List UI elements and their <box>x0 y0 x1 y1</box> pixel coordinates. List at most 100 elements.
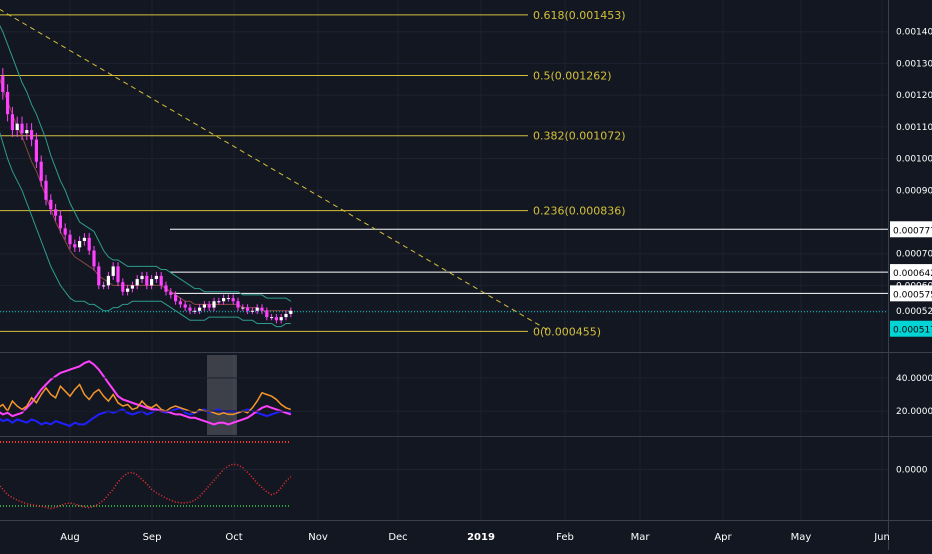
adx-axis-tick: 20.0000 <box>896 407 932 417</box>
candle-body <box>87 237 91 251</box>
candle-body <box>178 301 182 305</box>
candle-body <box>97 266 101 286</box>
candle-body <box>217 301 221 303</box>
candle-body <box>289 310 293 314</box>
candle-body <box>111 266 115 276</box>
candle-body <box>159 275 163 286</box>
candle-body <box>145 275 149 286</box>
candle-body <box>231 298 235 302</box>
oscillator-pane[interactable] <box>0 441 888 510</box>
candle-body <box>260 307 264 311</box>
candle-body <box>15 123 19 131</box>
candle-body <box>183 304 187 308</box>
adx-indicator-pane[interactable] <box>0 355 888 435</box>
time-axis-label: Feb <box>556 532 574 543</box>
candle-body <box>222 298 226 302</box>
time-axis-label: Oct <box>225 532 242 543</box>
fib-level-label: 0.5(0.001262) <box>533 69 612 82</box>
time-axis-label: Apr <box>714 532 732 543</box>
candle-body <box>49 199 53 210</box>
candle-body <box>54 209 58 216</box>
candle-body <box>63 228 67 235</box>
candle-body <box>265 310 269 318</box>
time-axis-label: Jun <box>873 532 890 543</box>
candle-body <box>116 266 120 283</box>
fib-level-label: 0(0.000455) <box>533 325 601 338</box>
candle-body <box>82 237 86 242</box>
candle-body <box>169 291 173 295</box>
time-axis-label: Mar <box>631 532 651 543</box>
fib-level-label: 0.618(0.001453) <box>533 9 626 22</box>
candle-body <box>25 130 29 134</box>
price-pane[interactable]: 0.618(0.001453) 0.5(0.001262) 0.382(0.0010… <box>0 0 888 338</box>
candle-body <box>241 307 245 309</box>
di-plus-line <box>0 360 292 426</box>
candle-body <box>164 285 168 292</box>
last-price-label: 0.000517 <box>893 326 932 336</box>
candle-body <box>73 244 77 248</box>
candle-body <box>102 285 106 287</box>
fib-level-label: 0.382(0.001072) <box>533 130 626 143</box>
bollinger-lower <box>0 131 291 328</box>
candle-body <box>154 275 158 280</box>
candle-body <box>255 307 259 311</box>
time-axis-label: Aug <box>60 532 80 543</box>
candle-body <box>44 180 48 200</box>
price-label-box <box>890 285 932 302</box>
candle-body <box>250 310 254 312</box>
candle-body <box>236 301 240 308</box>
candle-body <box>68 234 72 245</box>
candle-body <box>150 279 154 286</box>
candle-body <box>130 285 134 289</box>
time-axis-label: 2019 <box>467 532 495 543</box>
candle-body <box>174 294 178 302</box>
candle-body <box>226 298 230 300</box>
candle-body <box>78 241 82 248</box>
candle-body <box>212 301 216 308</box>
fib-level-label: 0.236(0.000836) <box>533 205 626 218</box>
candle-body <box>193 310 197 312</box>
candle-body <box>20 123 24 134</box>
price-label-box <box>890 264 932 281</box>
candle-body <box>188 307 192 311</box>
candle-body <box>126 288 130 292</box>
candle-body <box>10 114 14 131</box>
price-label: 0.000642 <box>893 269 932 279</box>
candle-body <box>274 317 278 321</box>
price-label: 0.000777 <box>893 226 932 236</box>
candle-body <box>270 317 274 319</box>
candle-body <box>140 275 144 280</box>
candle-body <box>135 279 139 286</box>
last-price-box <box>890 320 932 337</box>
price-label: 0.000575 <box>893 290 932 300</box>
candle-body <box>198 307 202 311</box>
candle-body <box>106 275 110 286</box>
time-axis-label: Dec <box>388 532 407 543</box>
candle-body <box>30 130 34 140</box>
candle-body <box>58 215 62 229</box>
candle-body <box>284 313 288 318</box>
time-axis-label: Sep <box>143 532 162 543</box>
candle-body <box>202 304 206 308</box>
candle-body <box>207 304 211 308</box>
bollinger-upper <box>0 25 292 302</box>
candle-body <box>246 307 250 311</box>
candle-body <box>121 282 125 292</box>
candle-body <box>279 317 283 321</box>
candle-body <box>6 91 10 115</box>
adx-axis-tick: 40.0000 <box>896 374 932 384</box>
grid-lines <box>0 0 888 520</box>
candle-body <box>1 76 5 92</box>
trendline-dashed <box>0 9 551 332</box>
